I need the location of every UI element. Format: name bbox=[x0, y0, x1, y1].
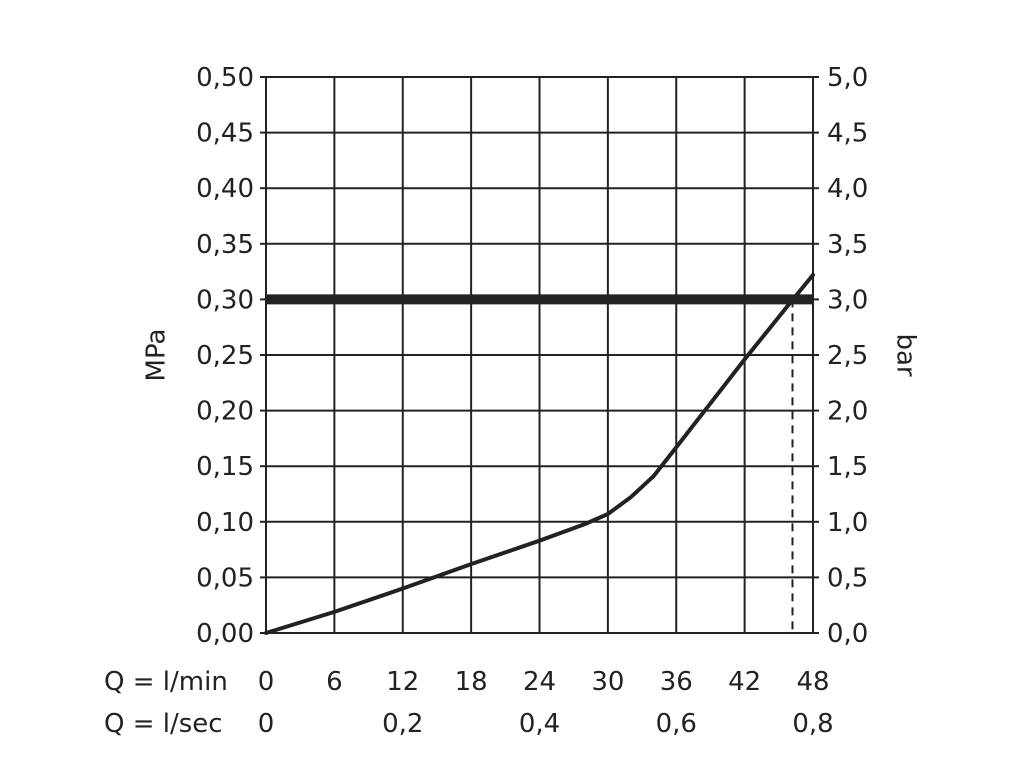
y-right-tick-label: 1,0 bbox=[827, 508, 868, 538]
series-layer bbox=[264, 272, 815, 635]
x-tick-label-lmin: 30 bbox=[591, 667, 624, 697]
x-tick-label-lmin: 12 bbox=[386, 667, 419, 697]
x-tick-label-lsec: 0,6 bbox=[656, 709, 697, 739]
x-tick-label-lmin: 42 bbox=[728, 667, 761, 697]
y-left-tick-label: 0,50 bbox=[196, 63, 254, 93]
y-right-tick-label: 2,0 bbox=[827, 397, 868, 427]
y-right-tick-label: 1,5 bbox=[827, 452, 868, 482]
y-right-tick-label: 4,0 bbox=[827, 174, 868, 204]
y-left-tick-label: 0,20 bbox=[196, 397, 254, 427]
y-right-tick-label: 0,5 bbox=[827, 563, 868, 593]
reference-line-layer bbox=[266, 294, 813, 633]
y-left-tick-label: 0,15 bbox=[196, 452, 254, 482]
x-tick-label-lmin: 36 bbox=[660, 667, 693, 697]
x-tick-label-lsec: 0,4 bbox=[519, 709, 560, 739]
y-right-tick-label: 3,5 bbox=[827, 230, 868, 260]
x-tick-label-lmin: 18 bbox=[455, 667, 488, 697]
y-left-tick-label: 0,05 bbox=[196, 563, 254, 593]
y-right-tick-label: 3,0 bbox=[827, 285, 868, 315]
y-right-axis-title: bar bbox=[891, 333, 921, 376]
y-left-tick-label: 0,35 bbox=[196, 230, 254, 260]
x-tick-label-lmin: 48 bbox=[796, 667, 829, 697]
y-right-tick-label: 5,0 bbox=[827, 63, 868, 93]
x-tick-label-lmin: 24 bbox=[523, 667, 556, 697]
x-tick-label-lsec: 0,2 bbox=[382, 709, 423, 739]
y-right-tick-label: 2,5 bbox=[827, 341, 868, 371]
x-tick-label-lmin: 6 bbox=[326, 667, 343, 697]
y-right-tick-label: 0,0 bbox=[827, 619, 868, 649]
y-left-tick-label: 0,40 bbox=[196, 174, 254, 204]
x-tick-label-lmin: 0 bbox=[258, 667, 275, 697]
y-left-axis-title: MPa bbox=[142, 329, 172, 382]
x-axis-row-label-lmin: Q = l/min bbox=[104, 667, 228, 697]
x-tick-label-lsec: 0,8 bbox=[792, 709, 833, 739]
grid bbox=[260, 76, 819, 634]
x-tick-label-lsec: 0 bbox=[258, 709, 275, 739]
y-left-tick-label: 0,30 bbox=[196, 285, 254, 315]
tick-labels: 0,00 0,00,05 0,50,10 1,00,15 1,50,20 2,00,25 2… bbox=[196, 63, 868, 739]
y-left-tick-label: 0,45 bbox=[196, 119, 254, 149]
x-axis-row-label-lsec: Q = l/sec bbox=[104, 709, 223, 739]
y-left-tick-label: 0,10 bbox=[196, 508, 254, 538]
y-right-tick-label: 4,5 bbox=[827, 119, 868, 149]
y-left-tick-label: 0,25 bbox=[196, 341, 254, 371]
y-left-tick-label: 0,00 bbox=[196, 619, 254, 649]
pressure-curve bbox=[264, 272, 815, 635]
